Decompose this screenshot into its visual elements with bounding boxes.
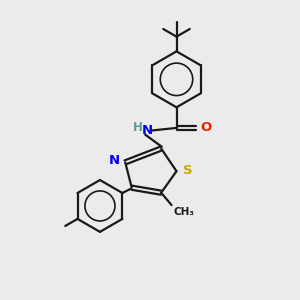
- Text: N: N: [142, 124, 153, 137]
- Text: O: O: [200, 122, 211, 134]
- Text: N: N: [109, 154, 120, 167]
- Text: S: S: [183, 164, 193, 177]
- Text: H: H: [133, 121, 143, 134]
- Text: CH₃: CH₃: [174, 206, 195, 217]
